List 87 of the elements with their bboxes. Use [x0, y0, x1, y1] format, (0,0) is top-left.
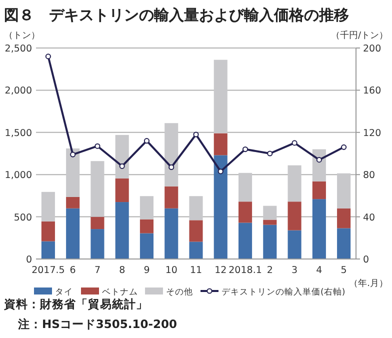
- bar: [90, 229, 104, 259]
- y2-axis-title: （千円/トン）: [330, 30, 388, 41]
- y2-tick-label: 120: [363, 128, 382, 139]
- bar: [41, 241, 55, 259]
- bar: [288, 165, 302, 202]
- x-tick-label: 8: [119, 265, 126, 276]
- bar: [66, 208, 80, 259]
- bar: [66, 148, 80, 197]
- bar: [337, 208, 351, 228]
- x-tick-label: 6: [70, 265, 76, 276]
- point: [242, 146, 248, 152]
- y2-tick-label: 80: [363, 170, 376, 182]
- bar: [263, 206, 277, 220]
- legend-label: デキストリンの輸入単価(右軸): [222, 286, 346, 298]
- bar: [140, 233, 154, 259]
- bar: [214, 60, 228, 134]
- bar: [189, 196, 203, 220]
- bar: [164, 208, 178, 259]
- x-tick-label: 12: [214, 265, 227, 276]
- x-tick-label: 11: [190, 265, 202, 276]
- x-tick-label: 5: [340, 265, 347, 276]
- bar: [214, 155, 228, 259]
- x-tick-label: 9: [144, 265, 150, 276]
- x-tick-label: 3: [292, 265, 298, 276]
- point: [193, 132, 199, 138]
- bar: [312, 181, 326, 200]
- y2-tick-label: 40: [363, 212, 376, 224]
- y-tick-label: 1,500: [4, 128, 32, 139]
- bar: [164, 186, 178, 208]
- point: [119, 163, 125, 169]
- bar: [263, 224, 277, 259]
- bar: [214, 133, 228, 156]
- point: [168, 164, 174, 170]
- text: 注：HSコード3505.10-200: [17, 317, 178, 331]
- x-tick-label: 7: [94, 265, 100, 276]
- bar: [337, 228, 351, 259]
- x-tick-label: 2017.5: [32, 265, 65, 276]
- bar: [66, 196, 80, 208]
- point: [94, 143, 100, 149]
- y2-tick-label: 200: [363, 44, 382, 54]
- point: [144, 138, 150, 144]
- bar: [312, 199, 326, 259]
- y2-tick-label: 160: [363, 86, 382, 97]
- bar: [288, 202, 302, 230]
- x-axis-title: （年.月）: [349, 278, 388, 289]
- bar: [238, 202, 252, 223]
- point: [316, 157, 322, 163]
- bar: [337, 173, 351, 208]
- y2-tick-label: 0: [363, 254, 370, 266]
- y-tick-label: 2,500: [4, 44, 32, 54]
- x-tick-label: 4: [316, 265, 322, 276]
- bar: [140, 219, 154, 234]
- bar: [263, 220, 277, 225]
- bar: [90, 216, 104, 230]
- y-tick-label: 2,000: [4, 86, 32, 97]
- y-tick-label: 500: [14, 212, 32, 224]
- point: [267, 150, 273, 156]
- point: [45, 54, 51, 60]
- bar: [115, 202, 129, 259]
- legend-label: ベトナム: [102, 288, 138, 298]
- bar: [115, 134, 129, 178]
- bar: [189, 242, 203, 259]
- y-tick-label: 1,000: [4, 170, 32, 182]
- bar: [41, 221, 55, 242]
- x-tick-label: 2018.1: [228, 265, 262, 276]
- bar: [288, 230, 302, 259]
- y-axis-title: （トン）: [4, 31, 40, 41]
- bar: [90, 161, 104, 217]
- x-tick-label: 2: [266, 265, 273, 276]
- bar: [238, 222, 252, 259]
- point: [292, 140, 298, 146]
- bar: [189, 220, 203, 242]
- bar: [164, 123, 178, 186]
- legend-label: その他: [166, 286, 193, 298]
- bar: [115, 178, 129, 202]
- text: 資料：財務省「貿易統計」: [3, 297, 148, 311]
- x-tick-label: 10: [165, 265, 178, 276]
- bar: [312, 149, 326, 182]
- bar: [41, 192, 55, 222]
- point: [218, 168, 224, 174]
- point: [341, 144, 347, 150]
- y-tick-label: 0: [26, 254, 32, 266]
- point: [70, 152, 76, 158]
- bar: [238, 172, 252, 202]
- bar: [140, 196, 154, 220]
- legend-label: タイ: [55, 288, 73, 298]
- chart-title: 図８ デキストリンの輸入量および輸入価格の推移: [4, 6, 349, 24]
